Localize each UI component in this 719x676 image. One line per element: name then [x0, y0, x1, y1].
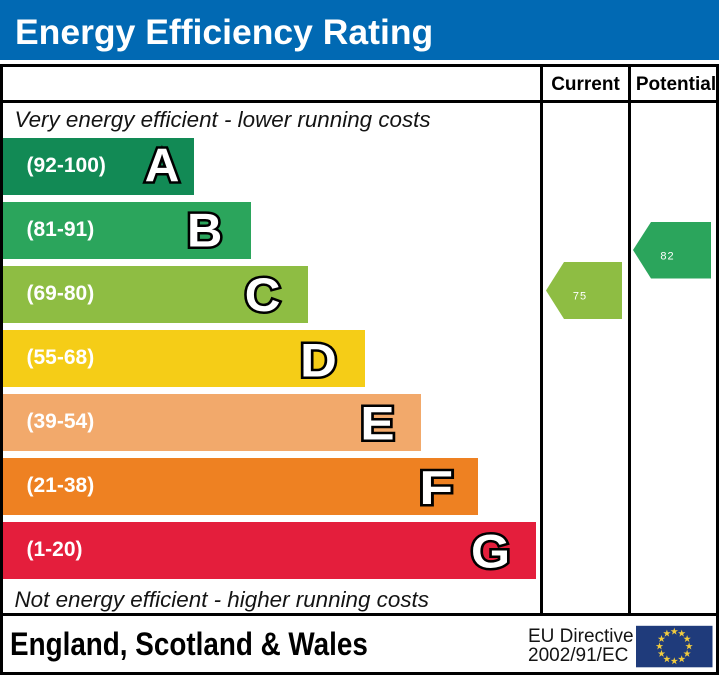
- svg-text:75: 75: [573, 291, 587, 303]
- svg-text:82: 82: [660, 250, 674, 262]
- svg-text:D: D: [300, 335, 337, 387]
- svg-text:F: F: [419, 461, 453, 514]
- svg-text:C: C: [245, 269, 281, 322]
- svg-text:B: B: [187, 205, 222, 257]
- svg-text:A: A: [145, 140, 180, 192]
- svg-text:G: G: [471, 526, 510, 578]
- svg-text:E: E: [360, 397, 394, 450]
